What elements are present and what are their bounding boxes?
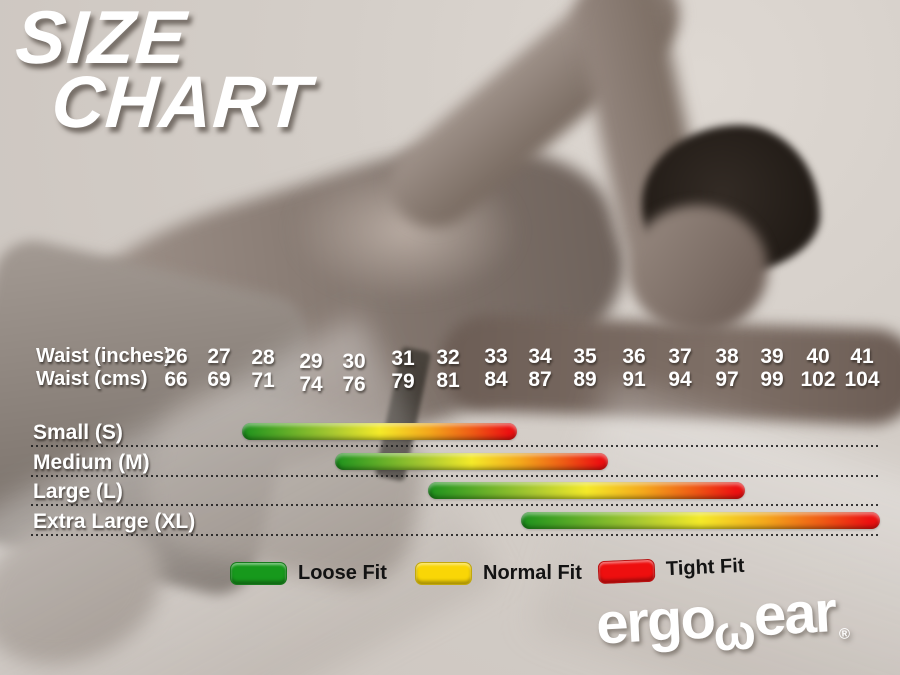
waist-cms-value: 69 [207, 368, 231, 391]
waist-cms-value: 99 [760, 368, 784, 391]
waist-column: 39 99 [760, 345, 783, 391]
waist-cms-value: 89 [573, 368, 597, 391]
size-row-label: Large (L) [33, 480, 123, 503]
waist-column: 28 71 [251, 346, 274, 392]
legend-swatch [597, 558, 656, 585]
waist-cms-value: 74 [299, 373, 323, 396]
waist-inches-value: 35 [573, 345, 597, 368]
waist-column: 40 102 [800, 345, 835, 391]
waist-inches-value: 40 [806, 345, 830, 368]
logo-text-ergo: ergo [594, 585, 716, 657]
waist-column: 41 104 [844, 345, 879, 391]
waist-cms-value: 76 [342, 373, 366, 396]
waist-column: 29 74 [299, 350, 322, 396]
dotted-separator [31, 445, 881, 447]
size-range-bar [335, 453, 608, 470]
legend-item: Loose Fit [230, 562, 387, 585]
dotted-separator [31, 475, 881, 477]
size-row-label: Medium (M) [33, 451, 150, 474]
size-range-bar [428, 482, 745, 499]
waist-column: 27 69 [207, 345, 230, 391]
waist-inches-value: 30 [342, 350, 366, 373]
legend-label: Normal Fit [483, 562, 582, 584]
waist-column: 38 97 [715, 345, 738, 391]
waist-inches-value: 27 [207, 345, 231, 368]
title-line-chart: CHART [49, 62, 314, 143]
legend-item: Normal Fit [415, 562, 582, 585]
waist-cms-value: 102 [800, 368, 836, 391]
waist-inches-value: 41 [850, 345, 874, 368]
size-row-label: Small (S) [33, 421, 123, 444]
size-range-bar [521, 512, 880, 529]
legend-label: Loose Fit [298, 562, 387, 584]
legend-label: Tight Fit [665, 554, 745, 581]
waist-inches-value: 29 [299, 350, 323, 373]
waist-cms-value: 104 [844, 368, 880, 391]
waist-column: 33 84 [484, 345, 507, 391]
waist-column: 37 94 [668, 345, 691, 391]
legend-swatch [230, 562, 287, 585]
registered-trademark-icon: ® [838, 625, 851, 643]
waist-inches-value: 34 [528, 345, 552, 368]
waist-cms-value: 71 [251, 369, 275, 392]
waist-cms-value: 84 [484, 368, 508, 391]
waist-inches-value: 33 [484, 345, 508, 368]
waist-inches-value: 36 [622, 345, 646, 368]
waist-inches-value: 37 [668, 345, 692, 368]
waist-column: 26 66 [164, 345, 187, 391]
size-row-label: Extra Large (XL) [33, 510, 196, 533]
waist-cms-value: 79 [391, 370, 415, 393]
waist-column: 36 91 [622, 345, 645, 391]
waist-column: 31 79 [391, 347, 414, 393]
waist-inches-value: 31 [391, 347, 415, 370]
waist-inches-value: 26 [164, 345, 188, 368]
waist-inches-value: 38 [715, 345, 739, 368]
waist-inches-value: 39 [760, 345, 784, 368]
waist-cms-value: 66 [164, 368, 188, 391]
model-face [628, 205, 768, 333]
waist-inches-label: Waist (inches) [36, 345, 171, 367]
logo-omega-glyph: ω [712, 603, 758, 662]
waist-inches-value: 28 [251, 346, 275, 369]
legend-swatch [415, 562, 472, 585]
logo-text-ear: ear [752, 579, 837, 649]
dotted-separator [31, 504, 881, 506]
waist-column: 35 89 [573, 345, 596, 391]
ergowear-logo: ergoωear ® [594, 577, 851, 661]
waist-column: 30 76 [342, 350, 365, 396]
size-range-bar [242, 423, 517, 440]
waist-cms-value: 87 [528, 368, 552, 391]
waist-column: 34 87 [528, 345, 551, 391]
waist-cms-value: 97 [715, 368, 739, 391]
waist-cms-value: 94 [668, 368, 692, 391]
dotted-separator [31, 534, 881, 536]
waist-cms-value: 81 [436, 369, 460, 392]
waist-cms-value: 91 [622, 368, 646, 391]
waist-cms-label: Waist (cms) [36, 368, 148, 390]
waist-inches-value: 32 [436, 346, 460, 369]
waist-column: 32 81 [436, 346, 459, 392]
